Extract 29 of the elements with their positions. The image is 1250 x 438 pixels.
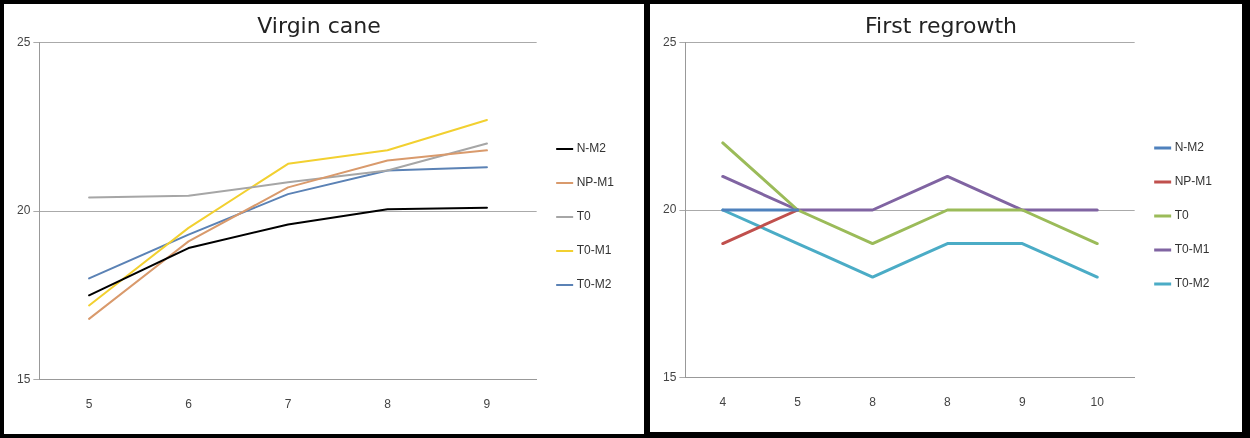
x-tick-label: 9 [1018,395,1026,410]
y-tick-label: 15 [662,369,677,384]
y-tick-label: 15 [16,371,31,386]
x-tick-label: 10 [1090,395,1105,410]
legend-label: T0-M1 [576,243,612,258]
legend-label: T0-M1 [1174,242,1210,257]
chart-title: Virgin cane [257,12,381,38]
x-tick-label: 7 [284,397,292,412]
chart-title: First regrowth [865,12,1017,38]
legend-label: T0 [576,209,591,224]
legend-label: N-M2 [576,141,607,156]
x-tick-label: 9 [483,397,491,412]
legend-label: NP-M1 [1174,174,1213,189]
legend-label: T0-M2 [576,277,612,292]
y-tick-label: 20 [16,203,31,218]
legend-label: T0 [1174,208,1189,223]
x-tick-label: 6 [185,397,193,412]
x-tick-label: 5 [85,397,93,412]
x-tick-label: 5 [794,395,802,410]
y-tick-label: 25 [662,34,677,49]
x-tick-label: 8 [869,395,877,410]
legend-label: T0-M2 [1174,276,1210,291]
x-tick-label: 8 [384,397,392,412]
y-tick-label: 20 [662,202,677,217]
legend-label: NP-M1 [576,175,615,190]
legend-label: N-M2 [1174,140,1205,155]
y-tick-label: 25 [16,34,31,49]
x-tick-label: 4 [719,395,727,410]
x-tick-label: 8 [944,395,952,410]
